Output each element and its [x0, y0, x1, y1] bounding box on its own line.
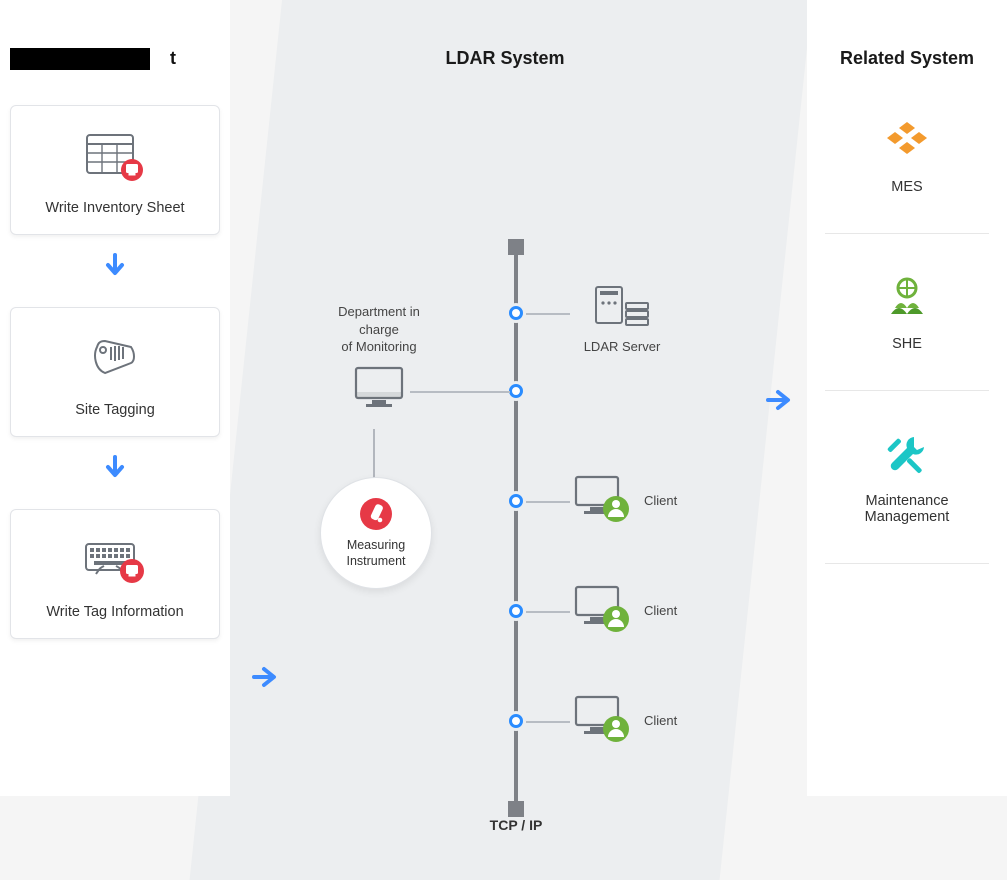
sys-label: Maintenance Management: [835, 493, 979, 525]
right-header: Related System: [807, 0, 1007, 77]
instrument-icon: [359, 497, 393, 531]
card-site-tagging: Site Tagging: [10, 307, 220, 437]
card-write-tag-info: Write Tag Information: [10, 509, 220, 639]
connector-line: [526, 721, 570, 723]
maintenance-icon: [835, 431, 979, 477]
card-label: Write Tag Information: [21, 604, 209, 620]
client-icon: [570, 471, 632, 525]
client-node: Client: [570, 471, 677, 525]
related-mes: MES: [825, 77, 989, 234]
left-column: t Write Inventory Sheet: [0, 0, 230, 796]
client-icon: [570, 691, 632, 745]
server-icon: [590, 281, 654, 329]
middle-header: LDAR System: [280, 0, 730, 77]
related-maintenance: Maintenance Management: [825, 391, 989, 564]
node-label: LDAR Server: [572, 338, 672, 356]
arrow-down-icon: [0, 455, 230, 481]
keyboard-icon: [21, 532, 209, 590]
arrow-right-icon: [252, 665, 280, 689]
bus-node: [509, 604, 523, 618]
sys-label: MES: [835, 179, 979, 195]
node-label: Client: [644, 602, 677, 620]
sys-label: SHE: [835, 336, 979, 352]
related-she: SHE: [825, 234, 989, 391]
arrow-right-icon: [766, 388, 794, 412]
connector-line: [526, 313, 570, 315]
arrow-down-icon: [0, 253, 230, 279]
client-node: Client: [570, 581, 677, 635]
card-write-inventory: Write Inventory Sheet: [10, 105, 220, 235]
client-node: Client: [570, 691, 677, 745]
connector-line: [526, 611, 570, 613]
node-label: Client: [644, 492, 677, 510]
right-column: Related System MES SHE: [807, 0, 1007, 796]
node-label: Client: [644, 712, 677, 730]
card-label: Site Tagging: [21, 402, 209, 418]
node-label: Department in charge of Monitoring: [324, 303, 434, 356]
middle-column: LDAR System LDAR Server Department in ch…: [280, 0, 730, 796]
she-icon: [835, 274, 979, 320]
mes-icon: [835, 117, 979, 163]
monitor-icon: [350, 362, 408, 412]
card-label: Write Inventory Sheet: [21, 200, 209, 216]
spreadsheet-icon: [21, 128, 209, 186]
ldar-server-node: LDAR Server: [572, 281, 672, 356]
bus-node: [509, 384, 523, 398]
dotted-connector: [373, 429, 375, 479]
bus-node: [509, 494, 523, 508]
dept-node: Department in charge of Monitoring: [324, 297, 434, 415]
tag-icon: [21, 330, 209, 388]
header-occlusion-bar: [10, 48, 150, 70]
client-icon: [570, 581, 632, 635]
mi-label: Measuring Instrument: [346, 537, 405, 570]
bus-end-top: [508, 239, 524, 255]
bus-node: [509, 714, 523, 728]
connector-line: [526, 501, 570, 503]
bus-node: [509, 306, 523, 320]
bus-end-bottom: [508, 801, 524, 817]
measuring-instrument: Measuring Instrument: [320, 477, 432, 589]
bus-protocol-label: TCP / IP: [280, 817, 752, 833]
